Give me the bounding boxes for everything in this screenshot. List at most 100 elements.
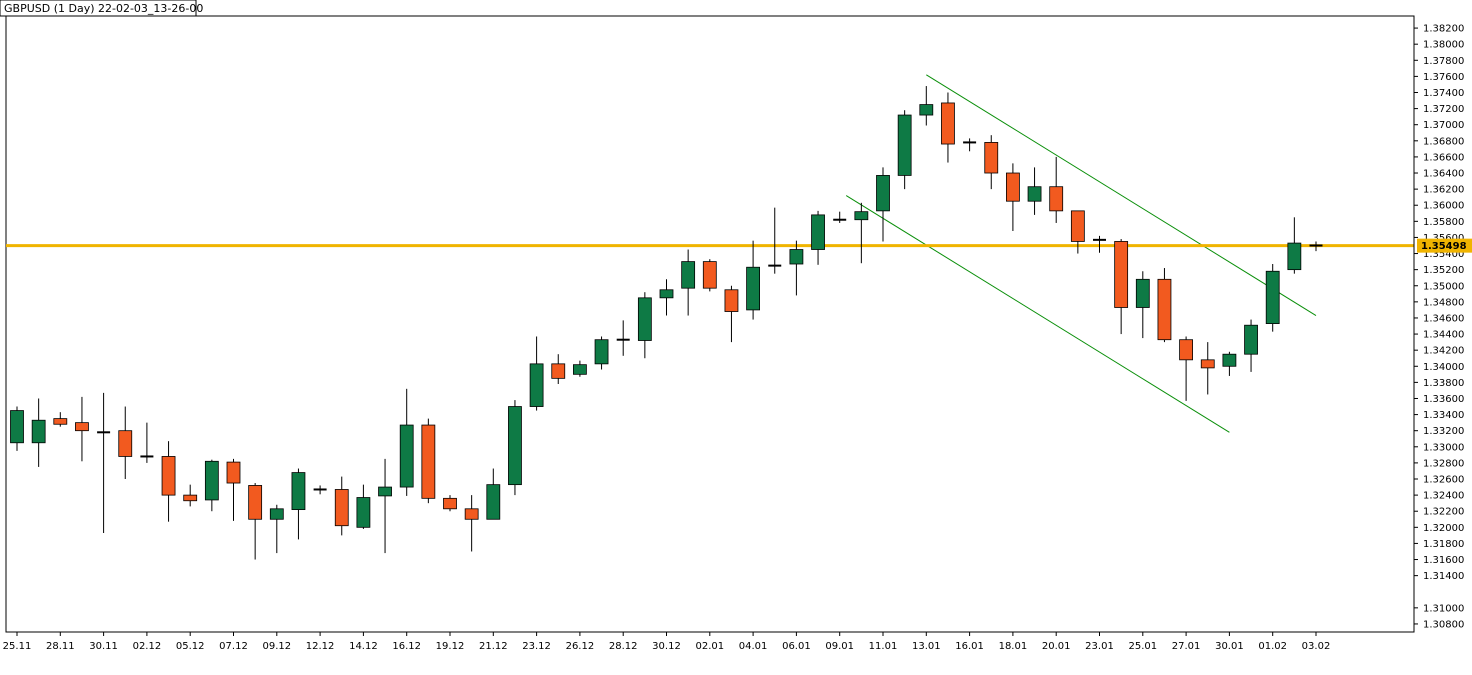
candle-body: [637, 297, 652, 341]
candle: [768, 207, 782, 274]
candle: [378, 458, 392, 554]
y-tick-label: 1.34000: [1423, 362, 1464, 373]
candle-body: [551, 363, 566, 379]
candle-body: [984, 142, 999, 174]
candle-body: [1179, 339, 1193, 361]
x-tick-label: 14.12: [349, 641, 378, 652]
candle: [464, 495, 479, 552]
x-tick-label: 19.12: [436, 641, 465, 652]
x-tick-label: 21.12: [479, 641, 508, 652]
candle-body: [681, 261, 696, 289]
candle-body: [75, 422, 89, 432]
candle: [161, 441, 176, 522]
candle-body: [702, 261, 717, 289]
candle-body: [443, 497, 457, 510]
candle-body: [789, 249, 804, 265]
candle-body: [1070, 210, 1085, 242]
y-tick-label: 1.38200: [1423, 24, 1464, 35]
candle: [334, 476, 349, 536]
candle: [486, 468, 501, 520]
candle-body: [508, 406, 522, 486]
y-tick-label: 1.34200: [1423, 346, 1464, 357]
candle: [356, 484, 371, 529]
candle: [508, 400, 522, 496]
candle-body: [919, 104, 934, 116]
candle-body: [161, 456, 176, 496]
candle: [443, 495, 457, 512]
candle-body: [1114, 241, 1129, 308]
candle: [1049, 156, 1064, 223]
candle: [1200, 342, 1215, 395]
candle-body: [1157, 278, 1172, 341]
candle: [269, 504, 284, 554]
x-tick-label: 07.12: [219, 641, 248, 652]
price-badge-label: 1.35498: [1421, 241, 1467, 252]
candle: [31, 398, 46, 467]
y-tick-label: 1.35600: [1423, 233, 1464, 244]
y-tick-label: 1.31000: [1423, 603, 1464, 614]
y-tick-label: 1.36800: [1423, 136, 1464, 147]
y-tick-label: 1.37800: [1423, 56, 1464, 67]
candle: [919, 86, 934, 126]
trend-line: [845, 195, 1230, 433]
candle: [659, 279, 674, 316]
candle: [529, 336, 544, 411]
candle-body: [226, 461, 241, 484]
candle: [1265, 264, 1280, 332]
y-axis: 1.38200 1.38000 1.37800 1.37600 1.37400 1.372…: [1413, 16, 1472, 632]
candle: [75, 396, 89, 462]
candle: [573, 360, 587, 377]
candle-body: [876, 175, 890, 212]
candle-body: [724, 289, 739, 312]
candle: [1309, 241, 1323, 252]
candle: [897, 110, 912, 190]
candle: [551, 354, 566, 384]
chart-title: GBPUSD (1 Day) 22-02-03_13-26-00: [4, 2, 203, 15]
x-tick-label: 12.12: [306, 641, 335, 652]
x-tick-label: 25.01: [1128, 641, 1157, 652]
candle-body: [1135, 278, 1150, 308]
y-tick-label: 1.36600: [1423, 152, 1464, 163]
chart-title-group: GBPUSD (1 Day) 22-02-03_13-26-00: [0, 0, 203, 17]
candle-body: [399, 424, 414, 488]
y-tick-label: 1.34600: [1423, 313, 1464, 324]
x-tick-label: 28.12: [609, 641, 638, 652]
y-tick-label: 1.34800: [1423, 297, 1464, 308]
candle-body: [1006, 172, 1020, 202]
y-tick-label: 1.32600: [1423, 475, 1464, 486]
y-tick-label: 1.32800: [1423, 458, 1464, 469]
candle: [399, 388, 414, 496]
x-tick-label: 30.01: [1215, 641, 1244, 652]
candle-body: [811, 214, 825, 250]
y-tick-label: 1.35800: [1423, 217, 1464, 228]
y-tick-label: 1.33200: [1423, 426, 1464, 437]
y-tick-label: 1.31600: [1423, 555, 1464, 566]
x-tick-label: 23.12: [522, 641, 551, 652]
candle: [1135, 271, 1150, 339]
candle-body: [573, 364, 587, 375]
candle-body: [204, 460, 219, 501]
x-tick-label: 27.01: [1172, 641, 1201, 652]
x-tick-label: 23.01: [1085, 641, 1114, 652]
y-tick-label: 1.31400: [1423, 571, 1464, 582]
y-tick-label: 1.33400: [1423, 410, 1464, 421]
candle: [746, 240, 760, 320]
candle: [1179, 336, 1193, 401]
candle-body: [464, 508, 479, 520]
candle: [204, 459, 219, 512]
x-tick-label: 16.01: [955, 641, 984, 652]
y-tick-label: 1.30800: [1423, 619, 1464, 630]
candle-body: [529, 363, 544, 407]
candle: [140, 422, 154, 463]
candle-body: [1200, 359, 1215, 369]
y-tick-label: 1.34400: [1423, 330, 1464, 341]
candle: [724, 285, 739, 343]
candle: [1244, 319, 1258, 372]
candle-body: [183, 494, 198, 502]
candle: [291, 468, 306, 540]
candle-body: [897, 114, 912, 176]
candle-body: [1265, 270, 1280, 324]
candle-body: [118, 430, 133, 457]
